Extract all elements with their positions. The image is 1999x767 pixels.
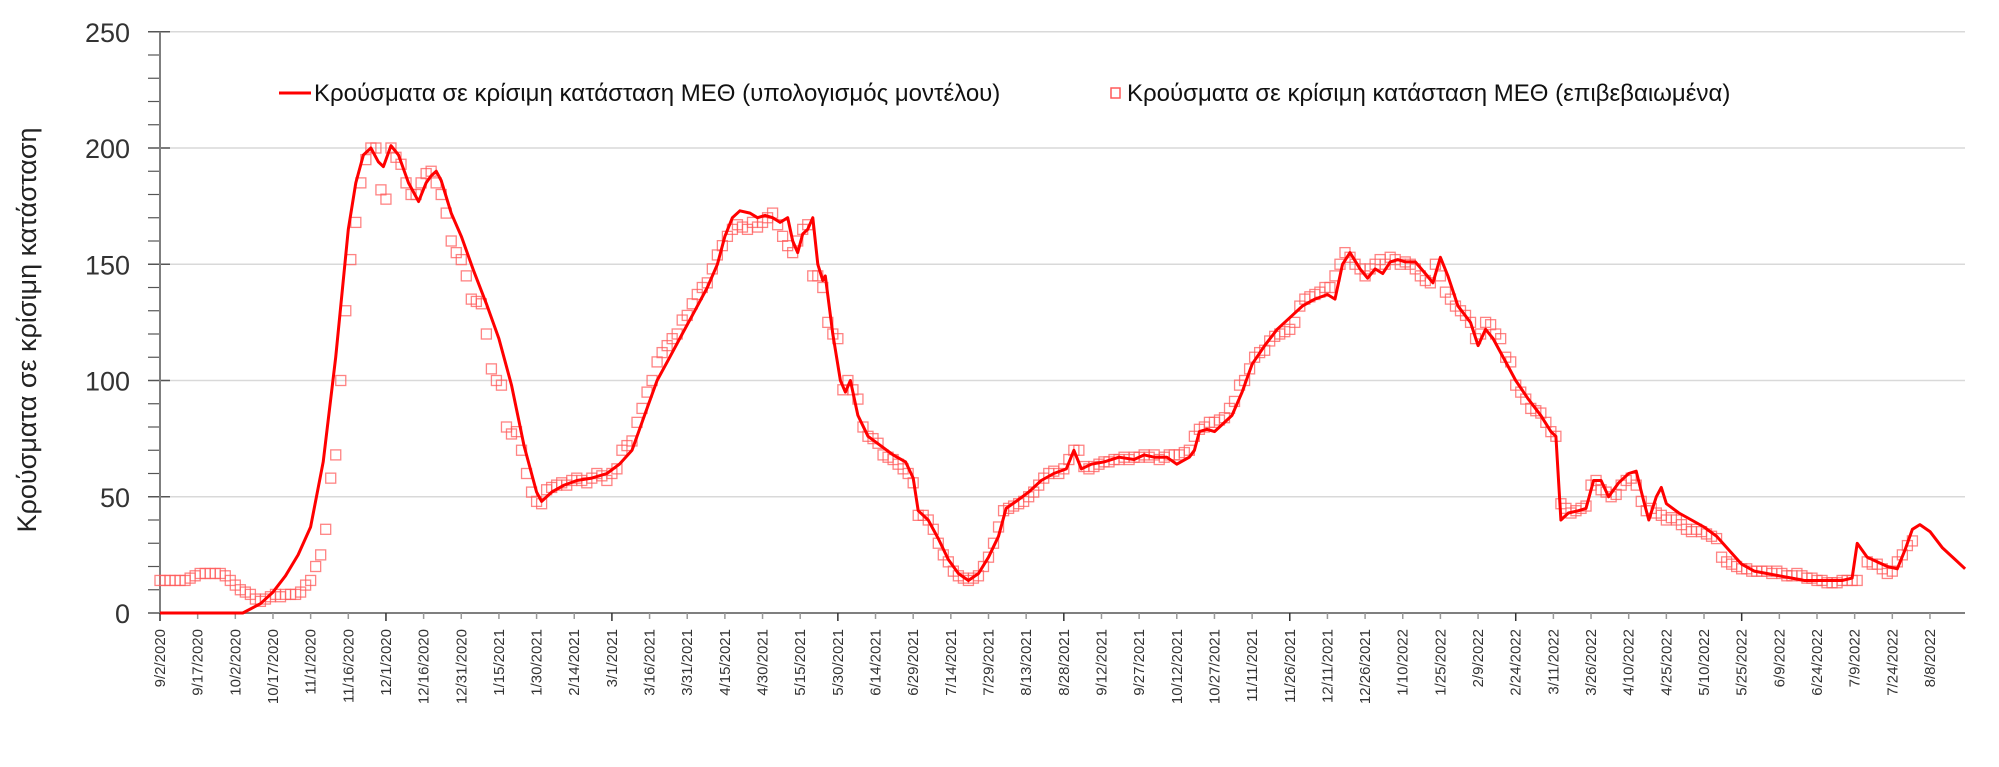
x-tick-label: 1/10/2022: [1395, 629, 1412, 696]
data-marker: [1851, 574, 1863, 587]
x-tick-label: 4/10/2022: [1621, 629, 1638, 696]
x-tick-label: 5/10/2022: [1696, 629, 1713, 696]
y-tick-label: 50: [100, 483, 130, 513]
data-marker: [776, 230, 789, 243]
x-tick-label: 11/16/2020: [340, 629, 357, 703]
data-marker: [380, 193, 392, 205]
x-tick-label: 3/1/2021: [604, 629, 621, 687]
data-marker: [340, 305, 352, 317]
x-tick-label: 12/16/2020: [416, 629, 433, 704]
x-tick-label: 5/15/2021: [792, 629, 809, 696]
x-tick-label: 8/13/2021: [1018, 629, 1035, 696]
x-tick-label: 6/14/2021: [868, 629, 885, 696]
x-tick-label: 2/24/2022: [1508, 629, 1525, 696]
data-marker: [1324, 281, 1336, 294]
data-marker: [495, 379, 508, 391]
x-tick-label: 9/27/2021: [1131, 629, 1148, 696]
y-tick-label: 100: [85, 367, 130, 397]
data-marker: [320, 523, 332, 535]
data-marker: [1710, 532, 1723, 545]
x-tick-label: 12/1/2020: [378, 629, 395, 696]
legend-label-confirmed: Κρούσματα σε κρίσιμη κατάσταση ΜΕΘ (επιβ…: [1127, 80, 1730, 107]
x-tick-label: 9/12/2021: [1093, 629, 1110, 696]
y-tick-label: 150: [85, 250, 130, 280]
data-marker: [485, 363, 498, 375]
data-marker: [335, 374, 347, 387]
x-tick-label: 11/11/2021: [1244, 629, 1261, 702]
y-axis: 0 50 100 150 200 250: [85, 18, 170, 629]
x-tick-label: 6/9/2022: [1771, 629, 1788, 687]
model-line: [160, 144, 1967, 615]
x-tick-label: 12/31/2020: [453, 629, 470, 704]
legend-item-confirmed: Κρούσματα σε κρίσιμη κατάσταση ΜΕΘ (επιβ…: [1110, 80, 1730, 107]
x-tick-label: 7/9/2022: [1847, 629, 1864, 687]
data-marker: [310, 560, 322, 573]
x-tick-label: 10/17/2020: [265, 629, 282, 704]
x-tick-label: 11/26/2021: [1282, 629, 1299, 703]
data-marker: [1464, 316, 1477, 329]
x-tick-label: 5/30/2021: [830, 629, 847, 696]
x-tick-label: 3/16/2021: [642, 629, 659, 696]
data-marker: [927, 523, 939, 535]
x-tick-label: 3/31/2021: [679, 629, 696, 696]
y-tick-label: 250: [85, 18, 130, 48]
data-marker: [982, 551, 995, 563]
model-estimate-line: [160, 144, 1967, 615]
y-axis-title: Κρούσματα σε κρίσιμη κατάσταση: [12, 127, 42, 532]
x-tick-label: 6/29/2021: [905, 629, 922, 696]
x-tick-label: 10/12/2021: [1169, 629, 1186, 704]
legend: Κρούσματα σε κρίσιμη κατάσταση ΜΕΘ (υπολ…: [279, 80, 1730, 107]
data-marker: [480, 328, 493, 340]
data-marker: [872, 437, 884, 449]
x-tick-label: 1/30/2021: [529, 629, 546, 696]
x-tick-label: 3/11/2022: [1545, 629, 1562, 695]
data-marker: [350, 216, 362, 229]
data-marker: [1495, 332, 1507, 345]
x-tick-label: 5/25/2022: [1734, 629, 1751, 696]
data-marker: [1289, 316, 1301, 329]
x-tick-label: 11/1/2020: [303, 629, 320, 695]
data-marker: [315, 549, 327, 561]
x-tick-label: 12/26/2021: [1357, 629, 1374, 704]
x-tick-label: 4/15/2021: [717, 629, 734, 696]
x-tick-label: 9/17/2020: [190, 629, 207, 696]
legend-label-model: Κρούσματα σε κρίσιμη κατάσταση ΜΕΘ (υπολ…: [314, 80, 1000, 107]
x-tick-label: 7/29/2021: [980, 629, 997, 696]
x-tick-label: 12/11/2021: [1319, 629, 1336, 703]
data-marker: [375, 184, 387, 196]
x-tick-label: 4/30/2021: [755, 629, 772, 696]
data-marker: [455, 253, 467, 266]
data-marker: [822, 316, 834, 329]
x-tick-label: 1/25/2022: [1432, 629, 1449, 696]
data-marker: [460, 270, 472, 282]
y-tick-label: 200: [85, 134, 130, 164]
x-tick-label: 7/24/2022: [1884, 629, 1901, 696]
data-marker: [330, 449, 342, 461]
legend-item-model: Κρούσματα σε κρίσιμη κατάσταση ΜΕΘ (υπολ…: [279, 80, 1000, 107]
x-tick-label: 2/9/2022: [1470, 629, 1487, 687]
x-tick-label: 3/26/2022: [1583, 629, 1600, 696]
data-marker: [325, 472, 337, 484]
x-tick-label: 8/8/2022: [1922, 629, 1939, 687]
legend-square-icon: [1110, 87, 1121, 99]
data-marker: [445, 235, 457, 247]
x-tick-label: 10/2/2020: [227, 629, 244, 696]
x-tick-label: 7/14/2021: [943, 629, 960, 696]
y-tick-label: 0: [115, 599, 130, 629]
data-marker: [651, 356, 663, 368]
x-tick-label: 4/25/2022: [1658, 629, 1675, 696]
data-marker: [304, 574, 317, 587]
x-axis: 9/2/2020 9/17/2020 10/2/2020 10/17/2020 11/1…: [148, 612, 1965, 704]
x-tick-label: 10/27/2021: [1206, 629, 1223, 704]
x-tick-label: 6/24/2022: [1809, 629, 1826, 696]
x-tick-label: 1/15/2021: [491, 629, 508, 696]
x-tick-label: 8/28/2021: [1056, 629, 1073, 696]
x-tick-label: 2/14/2021: [566, 629, 583, 696]
data-marker: [1580, 500, 1592, 512]
confirmed-cases-markers: [154, 142, 1919, 608]
x-tick-label: 9/2/2020: [152, 629, 169, 687]
data-marker: [345, 253, 357, 266]
